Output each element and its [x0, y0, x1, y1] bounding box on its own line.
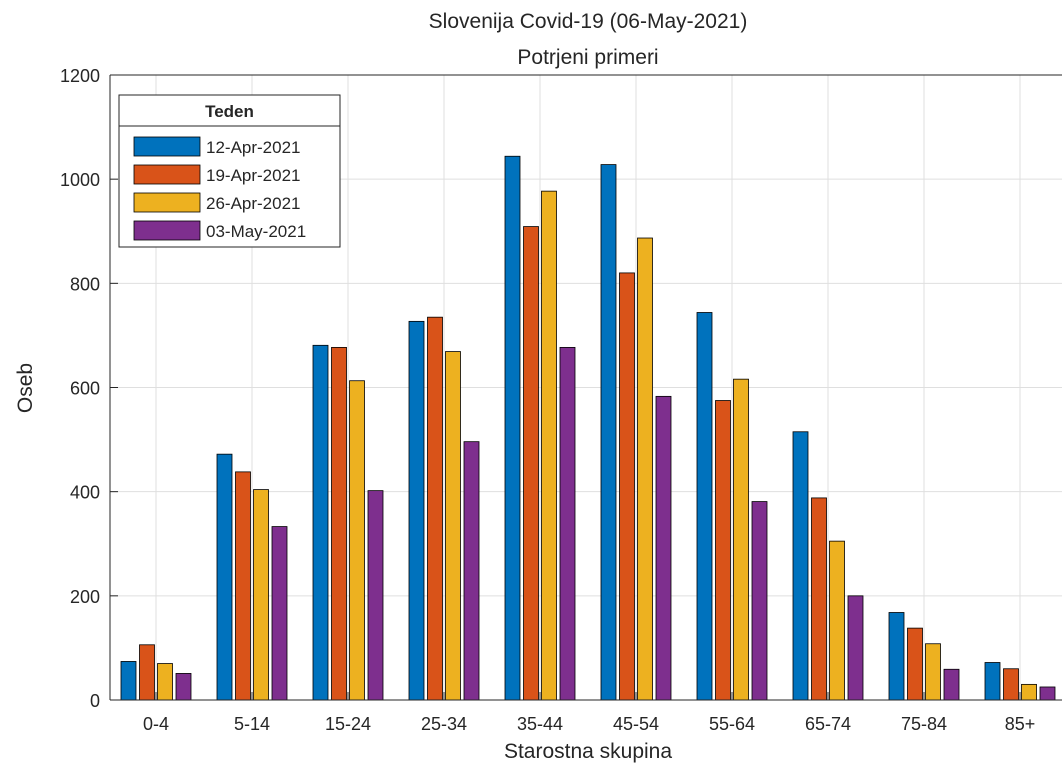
- bar-19-Apr-2021-5-14: [235, 471, 251, 701]
- y-tick-label: 600: [70, 379, 100, 399]
- bar-03-May-2021-25-34: [463, 441, 480, 701]
- x-tick-label: 55-64: [709, 714, 755, 734]
- bar-03-May-2021-0-4: [175, 673, 192, 701]
- y-tick-label: 1200: [60, 66, 100, 86]
- bar-12-Apr-2021-35-44: [504, 155, 521, 701]
- bar-03-May-2021-5-14: [271, 526, 288, 701]
- bar-19-Apr-2021-75-84: [907, 627, 923, 701]
- legend-swatch: [133, 164, 201, 185]
- legend-entry-label: 26-Apr-2021: [206, 194, 301, 213]
- bar-03-May-2021-45-54: [655, 395, 672, 701]
- bar-19-Apr-2021-0-4: [139, 644, 155, 701]
- bar-03-May-2021-75-84: [943, 668, 960, 701]
- bar-26-Apr-2021-15-24: [349, 380, 365, 701]
- bar-12-Apr-2021-75-84: [888, 612, 905, 701]
- bar-26-Apr-2021-5-14: [253, 489, 269, 701]
- bar-26-Apr-2021-35-44: [541, 190, 557, 701]
- bar-26-Apr-2021-55-64: [733, 378, 749, 701]
- bar-12-Apr-2021-65-74: [792, 431, 809, 701]
- bar-12-Apr-2021-5-14: [216, 453, 233, 701]
- bar-12-Apr-2021-25-34: [408, 320, 425, 701]
- bar-26-Apr-2021-65-74: [829, 540, 845, 701]
- bar-19-Apr-2021-65-74: [811, 497, 827, 701]
- y-tick-label: 0: [90, 691, 100, 711]
- y-tick-label: 200: [70, 587, 100, 607]
- x-tick-label: 0-4: [143, 714, 169, 734]
- x-tick-label: 25-34: [421, 714, 467, 734]
- bar-19-Apr-2021-85+: [1003, 668, 1019, 701]
- y-tick-label: 800: [70, 274, 100, 294]
- bar-19-Apr-2021-25-34: [427, 316, 443, 701]
- legend: Teden 12-Apr-2021 19-Apr-2021 26-Apr-2021 0…: [118, 94, 341, 248]
- y-axis-label: Oseb: [14, 363, 37, 413]
- bar-26-Apr-2021-25-34: [445, 351, 461, 701]
- bar-26-Apr-2021-0-4: [157, 663, 173, 701]
- x-tick-label: 75-84: [901, 714, 947, 734]
- bar-19-Apr-2021-45-54: [619, 272, 635, 701]
- bar-12-Apr-2021-15-24: [312, 344, 329, 701]
- x-tick-label: 85+: [1005, 714, 1036, 734]
- y-tick-label: 400: [70, 483, 100, 503]
- legend-swatch: [133, 136, 201, 157]
- bar-26-Apr-2021-45-54: [637, 237, 653, 701]
- bar-03-May-2021-65-74: [847, 595, 864, 701]
- x-tick-label: 35-44: [517, 714, 563, 734]
- chart-subtitle: Potrjeni primeri: [517, 46, 658, 69]
- bars: [120, 155, 1056, 701]
- legend-title: Teden: [205, 102, 254, 121]
- x-tick-label: 15-24: [325, 714, 371, 734]
- bar-12-Apr-2021-55-64: [696, 312, 713, 701]
- legend-entry-label: 19-Apr-2021: [206, 166, 301, 185]
- x-tick-label: 5-14: [234, 714, 270, 734]
- legend-entry-label: 12-Apr-2021: [206, 138, 301, 157]
- bar-03-May-2021-15-24: [367, 490, 384, 701]
- bar-12-Apr-2021-85+: [984, 662, 1001, 701]
- bar-03-May-2021-35-44: [559, 346, 576, 701]
- legend-swatch: [133, 192, 201, 213]
- bar-03-May-2021-55-64: [751, 501, 768, 701]
- y-tick-label: 1000: [60, 170, 100, 190]
- x-tick-label: 65-74: [805, 714, 851, 734]
- axes: 0 200 400 600 800 1000 1200 0-4 5-14 15-24 25-34 35…: [60, 66, 1062, 734]
- bar-19-Apr-2021-55-64: [715, 400, 731, 701]
- bar-19-Apr-2021-15-24: [331, 346, 347, 701]
- bar-03-May-2021-85+: [1039, 686, 1056, 701]
- legend-swatch: [133, 220, 201, 241]
- bar-12-Apr-2021-45-54: [600, 164, 617, 701]
- x-axis-label: Starostna skupina: [504, 740, 672, 763]
- bar-26-Apr-2021-85+: [1021, 683, 1037, 701]
- bar-19-Apr-2021-35-44: [523, 226, 539, 701]
- chart-title: Slovenija Covid-19 (06-May-2021): [429, 10, 748, 33]
- bar-26-Apr-2021-75-84: [925, 643, 941, 701]
- bar-12-Apr-2021-0-4: [120, 661, 137, 701]
- legend-entry-label: 03-May-2021: [206, 222, 306, 241]
- x-tick-label: 45-54: [613, 714, 659, 734]
